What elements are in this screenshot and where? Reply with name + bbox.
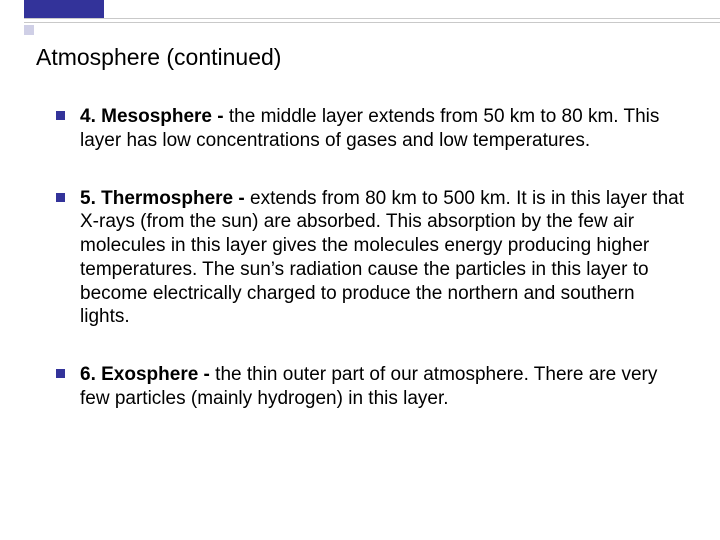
divider-line-2 — [24, 22, 720, 23]
list-item: 4. Mesosphere - the middle layer extends… — [56, 105, 684, 153]
accent-block — [24, 0, 104, 18]
list-item: 5. Thermosphere - extends from 80 km to … — [56, 187, 684, 330]
bullet-list: 4. Mesosphere - the middle layer extends… — [36, 105, 684, 411]
list-item: 6. Exosphere - the thin outer part of ou… — [56, 363, 684, 411]
slide-content: Atmosphere (continued) 4. Mesosphere - t… — [36, 44, 684, 445]
item-lead: 6. Exosphere - — [80, 364, 215, 385]
item-lead: 4. Mesosphere - — [80, 106, 229, 127]
slide-title: Atmosphere (continued) — [36, 44, 684, 71]
item-lead: 5. Thermosphere - — [80, 188, 250, 209]
accent-small-box — [24, 25, 34, 35]
divider-line-1 — [24, 18, 720, 19]
